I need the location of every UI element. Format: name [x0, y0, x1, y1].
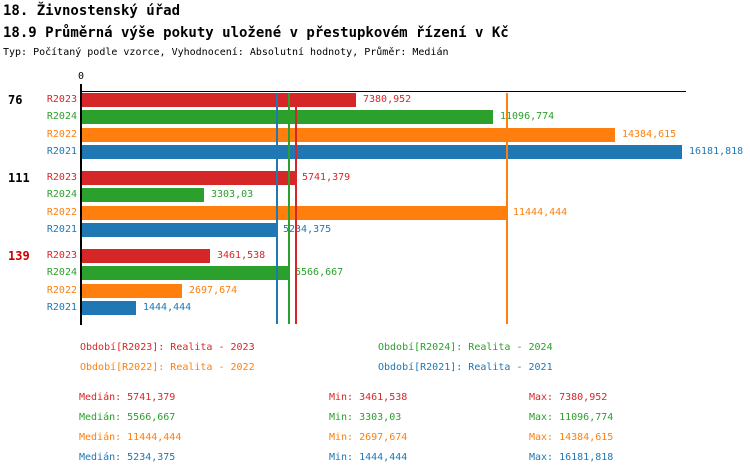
series-label-r2021: R2021 — [46, 302, 77, 313]
bar-value-label: 5234,375 — [283, 224, 332, 235]
bar-value-label: 5741,379 — [302, 172, 351, 183]
bar-r2021-group-139 — [82, 301, 136, 315]
median-line-r2022 — [506, 93, 508, 324]
stat-min-r2024: Min: 3303,03 — [329, 412, 402, 423]
series-label-r2023: R2023 — [46, 172, 77, 183]
report-meta-line: Typ: Počítaný podle vzorce, Vyhodnocení:… — [3, 47, 449, 58]
legend-item-r2023: Období[R2023]: Realita - 2023 — [80, 342, 255, 353]
bar-r2022-group-139 — [82, 284, 182, 298]
bar-r2024-group-111 — [82, 188, 204, 202]
bar-r2024-group-76 — [82, 110, 493, 124]
series-label-r2021: R2021 — [46, 146, 77, 157]
stat-max-r2022: Max: 14384,615 — [529, 432, 614, 443]
axis-top-line — [82, 91, 686, 92]
bar-r2021-group-111 — [82, 223, 276, 237]
series-label-r2024: R2024 — [46, 267, 77, 278]
bar-r2024-group-139 — [82, 266, 288, 280]
bar-r2023-group-139 — [82, 249, 210, 263]
series-label-r2023: R2023 — [46, 94, 77, 105]
median-line-r2023 — [295, 93, 297, 324]
legend-item-r2024: Období[R2024]: Realita - 2024 — [378, 342, 553, 353]
bar-value-label: 14384,615 — [622, 129, 677, 140]
legend-item-r2022: Období[R2022]: Realita - 2022 — [80, 362, 255, 373]
bar-value-label: 2697,674 — [189, 285, 238, 296]
stat-median-r2024: Medián: 5566,667 — [79, 412, 176, 423]
bar-r2023-group-76 — [82, 93, 356, 107]
stat-max-r2024: Max: 11096,774 — [529, 412, 614, 423]
bar-value-label: 11444,444 — [513, 207, 568, 218]
series-label-r2024: R2024 — [46, 189, 77, 200]
median-line-r2021 — [276, 93, 278, 324]
stat-median-r2021: Medián: 5234,375 — [79, 452, 176, 463]
stat-median-r2022: Medián: 11444,444 — [79, 432, 182, 443]
bar-value-label: 5566,667 — [295, 267, 344, 278]
bar-value-label: 3303,03 — [211, 189, 254, 200]
bar-value-label: 16181,818 — [689, 146, 744, 157]
median-line-r2024 — [288, 93, 290, 324]
report-title: 18. Živnostenský úřad — [3, 3, 181, 19]
axis-vertical-line — [80, 84, 82, 325]
axis-origin-label: 0 — [77, 71, 85, 82]
stat-max-r2021: Max: 16181,818 — [529, 452, 614, 463]
legend-item-r2021: Období[R2021]: Realita - 2021 — [378, 362, 553, 373]
series-label-r2022: R2022 — [46, 207, 77, 218]
series-label-r2024: R2024 — [46, 111, 77, 122]
bar-r2022-group-111 — [82, 206, 506, 220]
stat-median-r2023: Medián: 5741,379 — [79, 392, 176, 403]
stat-min-r2021: Min: 1444,444 — [329, 452, 408, 463]
bar-value-label: 11096,774 — [500, 111, 555, 122]
bar-value-label: 1444,444 — [143, 302, 192, 313]
group-label-111: 111 — [8, 171, 30, 185]
group-label-76: 76 — [8, 93, 23, 107]
series-label-r2022: R2022 — [46, 285, 77, 296]
stat-min-r2023: Min: 3461,538 — [329, 392, 408, 403]
series-label-r2022: R2022 — [46, 129, 77, 140]
bar-value-label: 3461,538 — [217, 250, 266, 261]
group-label-139: 139 — [8, 249, 30, 263]
bar-value-label: 7380,952 — [363, 94, 412, 105]
bar-r2022-group-76 — [82, 128, 615, 142]
report-subtitle: 18.9 Průměrná výše pokuty uložené v přes… — [3, 25, 509, 41]
series-label-r2021: R2021 — [46, 224, 77, 235]
bar-r2021-group-76 — [82, 145, 682, 159]
bar-r2023-group-111 — [82, 171, 295, 185]
series-label-r2023: R2023 — [46, 250, 77, 261]
stat-min-r2022: Min: 2697,674 — [329, 432, 408, 443]
stat-max-r2023: Max: 7380,952 — [529, 392, 608, 403]
